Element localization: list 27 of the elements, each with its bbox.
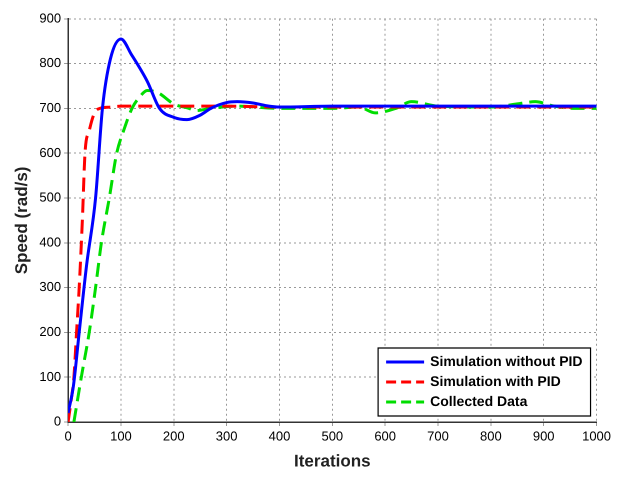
y-tick-label: 400 bbox=[39, 234, 62, 250]
y-tick-label: 0 bbox=[54, 414, 62, 429]
legend-label: Simulation without PID bbox=[430, 352, 583, 369]
y-tick-label: 600 bbox=[39, 144, 62, 160]
x-tick-label: 400 bbox=[268, 428, 290, 444]
x-tick-label: 1000 bbox=[582, 428, 611, 444]
y-tick-label: 500 bbox=[39, 190, 62, 205]
y-axis-title: Speed (rad/s) bbox=[12, 166, 31, 274]
y-tick-label: 900 bbox=[39, 10, 62, 26]
y-tick-label: 200 bbox=[39, 324, 62, 339]
y-tick-label: 800 bbox=[39, 55, 62, 70]
y-tick-label: 700 bbox=[39, 100, 62, 115]
legend-label: Collected Data bbox=[430, 392, 528, 409]
line-series bbox=[68, 37, 597, 415]
x-tick-label: 500 bbox=[321, 428, 344, 444]
x-tick-label: 200 bbox=[162, 428, 185, 444]
x-axis-title: Iterations bbox=[294, 451, 371, 470]
x-tick-label: 700 bbox=[427, 428, 449, 444]
x-tick-label: 600 bbox=[374, 428, 396, 444]
y-tick-label: 100 bbox=[39, 368, 62, 384]
x-tick-label: 100 bbox=[110, 428, 132, 444]
x-tick-label: 900 bbox=[532, 428, 555, 444]
x-tick-label: 800 bbox=[480, 428, 502, 444]
x-tick-label: 300 bbox=[216, 428, 238, 444]
y-tick-label: 300 bbox=[39, 279, 62, 294]
legend-label: Simulation with PID bbox=[430, 372, 561, 389]
x-tick-label: 0 bbox=[64, 428, 72, 444]
